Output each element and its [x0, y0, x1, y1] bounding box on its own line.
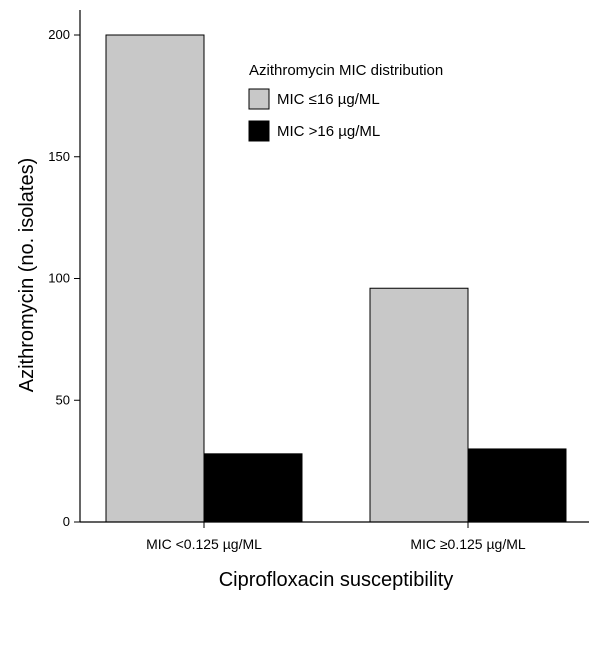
bar-mic-le16-1: [369, 287, 469, 523]
y-tick-label-100: 100: [48, 271, 70, 286]
legend-title: Azithromycin MIC distribution: [249, 62, 443, 79]
x-tick-label-0: MIC <0.125 µg/ML: [146, 536, 262, 552]
legend: Azithromycin MIC distribution MIC ≤16 µg…: [248, 62, 443, 142]
x-tick-label-1: MIC ≥0.125 µg/ML: [410, 536, 526, 552]
legend-swatch-1: [248, 120, 270, 142]
y-tick-label-200: 200: [48, 27, 70, 42]
bar-mic-gt16-0: [203, 453, 303, 523]
y-axis-title: Azithromycin (no. isolates): [16, 158, 38, 393]
legend-label-0: MIC ≤16 µg/ML: [277, 91, 380, 108]
bars-group: [105, 34, 567, 523]
axes-group: MIC <0.125 µg/ML MIC ≥0.125 µg/ML 0 50 100 15…: [48, 10, 589, 552]
y-tick-label-150: 150: [48, 149, 70, 164]
x-axis-title: Ciprofloxacin susceptibility: [219, 569, 454, 591]
legend-label-1: MIC >16 µg/ML: [277, 123, 380, 140]
bar-mic-le16-0: [105, 34, 205, 523]
y-tick-label-0: 0: [63, 514, 70, 529]
bar-mic-gt16-1: [467, 448, 567, 523]
legend-swatch-0: [248, 88, 270, 110]
y-tick-label-50: 50: [56, 392, 70, 407]
